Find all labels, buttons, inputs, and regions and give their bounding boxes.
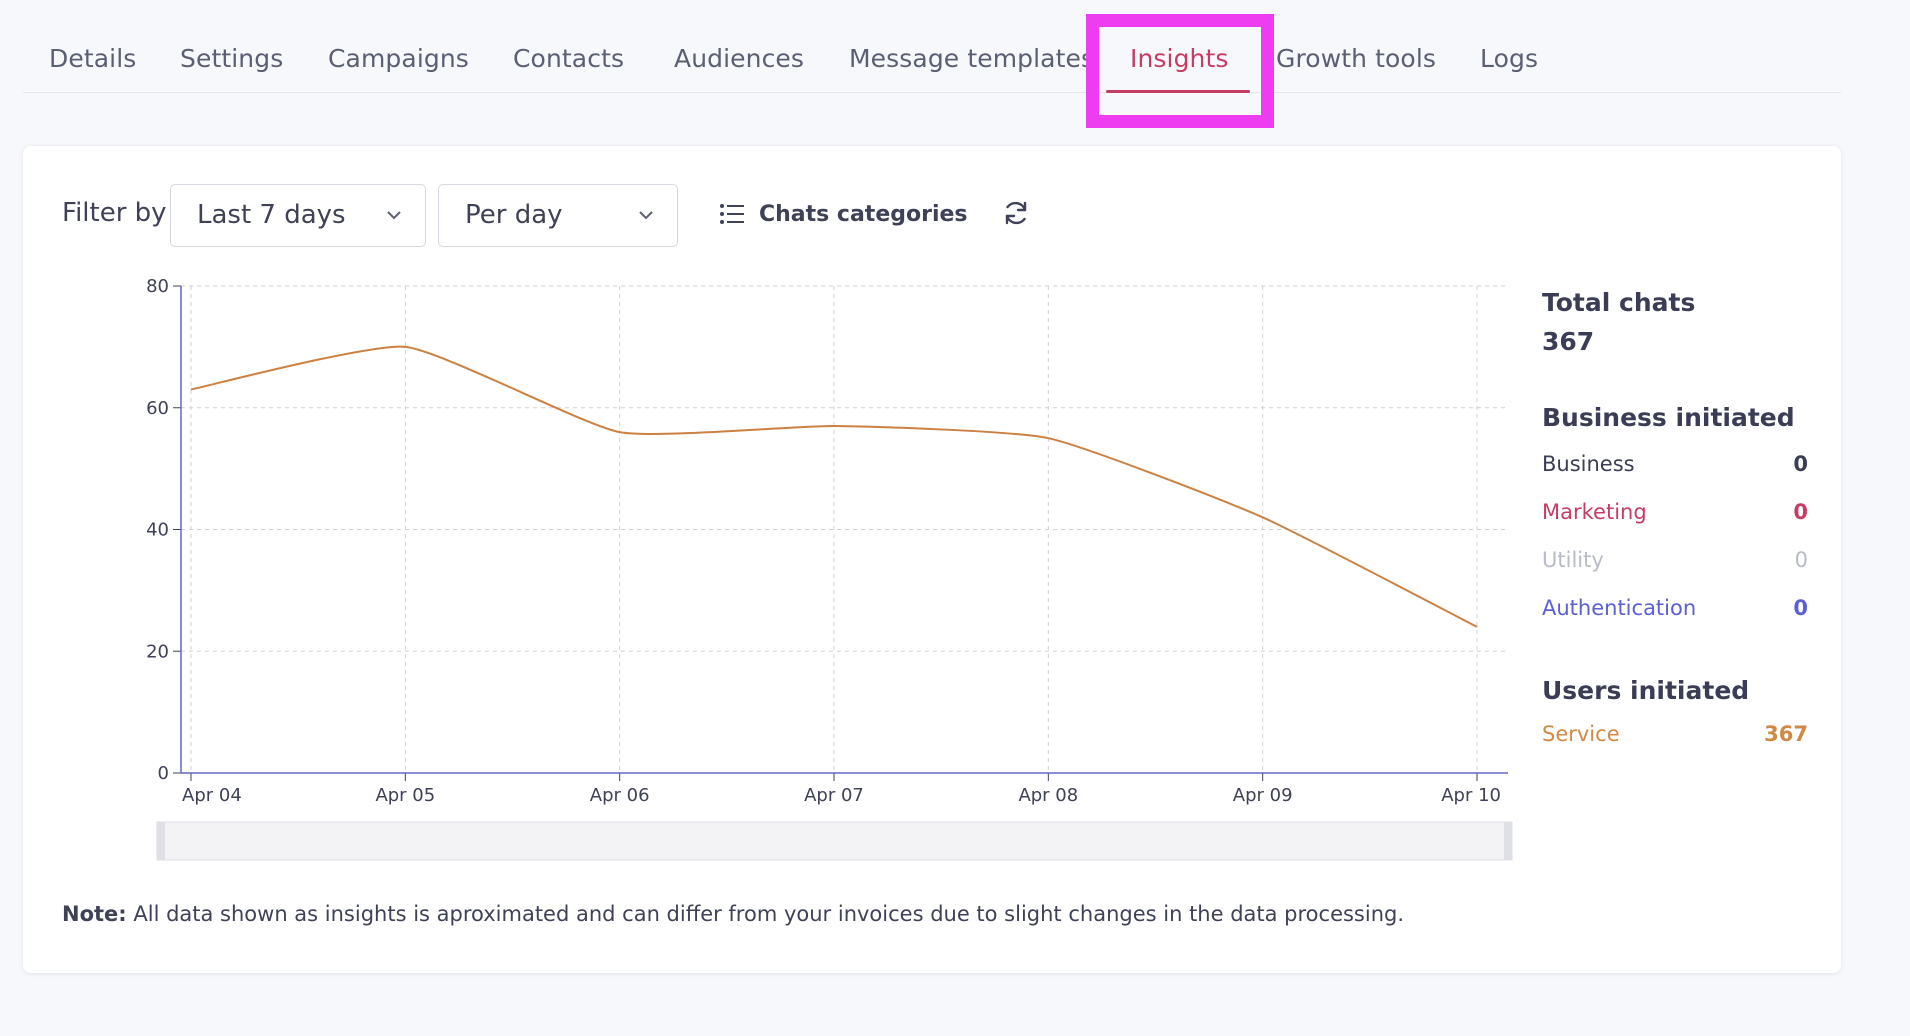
date-range-value: Last 7 days: [197, 200, 346, 230]
chats-line-chart: 0 20 40 60 80 Apr 04 Apr 05 Apr 06 Apr 07 Apr 08 A…: [146, 276, 1513, 861]
tab-settings[interactable]: Settings: [180, 44, 284, 73]
business-value: 0: [1793, 452, 1808, 476]
service-value: 367: [1764, 722, 1808, 746]
x-tick-label: Apr 06: [590, 785, 650, 806]
total-chats-label: Total chats: [1542, 288, 1696, 317]
tab-growth-tools[interactable]: Growth tools: [1276, 44, 1437, 73]
x-tick-label: Apr 08: [1018, 785, 1078, 806]
range-slider-handle-right[interactable]: [1504, 822, 1512, 860]
authentication-value: 0: [1793, 596, 1808, 620]
granularity-select[interactable]: Per day: [438, 184, 678, 247]
tab-logs[interactable]: Logs: [1480, 44, 1539, 73]
chats-categories-label: Chats categories: [759, 201, 968, 227]
business-initiated-title: Business initiated: [1542, 403, 1795, 432]
chats-categories-button[interactable]: Chats categories: [719, 198, 968, 230]
note-prefix: Note:: [62, 902, 127, 926]
y-tick-label: 40: [146, 520, 169, 541]
x-tick-label: Apr 05: [375, 785, 435, 806]
tab-details[interactable]: Details: [49, 44, 137, 73]
insights-card: Filter by Last 7 days Per day Chats cate…: [23, 146, 1841, 973]
utility-value: 0: [1794, 548, 1808, 572]
utility-label: Utility: [1542, 548, 1604, 572]
y-tick-label: 80: [146, 276, 169, 297]
granularity-value: Per day: [465, 200, 563, 230]
chevron-down-icon: [387, 211, 401, 220]
business-label: Business: [1542, 452, 1635, 476]
refresh-icon[interactable]: [1001, 198, 1031, 228]
chevron-down-icon: [639, 211, 653, 220]
active-tab-indicator: [1106, 90, 1250, 93]
y-tick-label: 0: [158, 763, 169, 784]
tab-campaigns[interactable]: Campaigns: [328, 44, 469, 73]
tab-contacts[interactable]: Contacts: [513, 44, 625, 73]
range-slider-track[interactable]: [156, 821, 1513, 861]
y-tick-label: 60: [146, 398, 169, 419]
x-tick-label: Apr 04: [182, 785, 242, 806]
tab-audiences[interactable]: Audiences: [674, 44, 805, 73]
authentication-label: Authentication: [1542, 596, 1697, 620]
x-tick-label: Apr 10: [1441, 785, 1501, 806]
filter-label: Filter by: [62, 198, 167, 228]
range-slider-handle-left[interactable]: [157, 822, 165, 860]
x-tick-label: Apr 07: [804, 785, 864, 806]
note-text: All data shown as insights is aproximate…: [126, 902, 1405, 926]
x-tick-label: Apr 09: [1233, 785, 1293, 806]
users-initiated-title: Users initiated: [1542, 676, 1750, 705]
marketing-value: 0: [1793, 500, 1808, 524]
tab-insights[interactable]: Insights: [1130, 44, 1229, 73]
highlight-box: [1086, 14, 1274, 128]
service-label: Service: [1542, 722, 1620, 746]
y-tick-label: 20: [146, 641, 169, 662]
tab-bar: Details Settings Campaigns Contacts Audi…: [23, 0, 1841, 93]
tab-message-templates[interactable]: Message templates: [849, 44, 1095, 73]
total-chats-value: 367: [1542, 327, 1595, 356]
date-range-select[interactable]: Last 7 days: [170, 184, 426, 247]
disclaimer-note: Note: All data shown as insights is apro…: [62, 902, 1404, 926]
marketing-label: Marketing: [1542, 500, 1647, 524]
list-icon: [720, 204, 744, 224]
